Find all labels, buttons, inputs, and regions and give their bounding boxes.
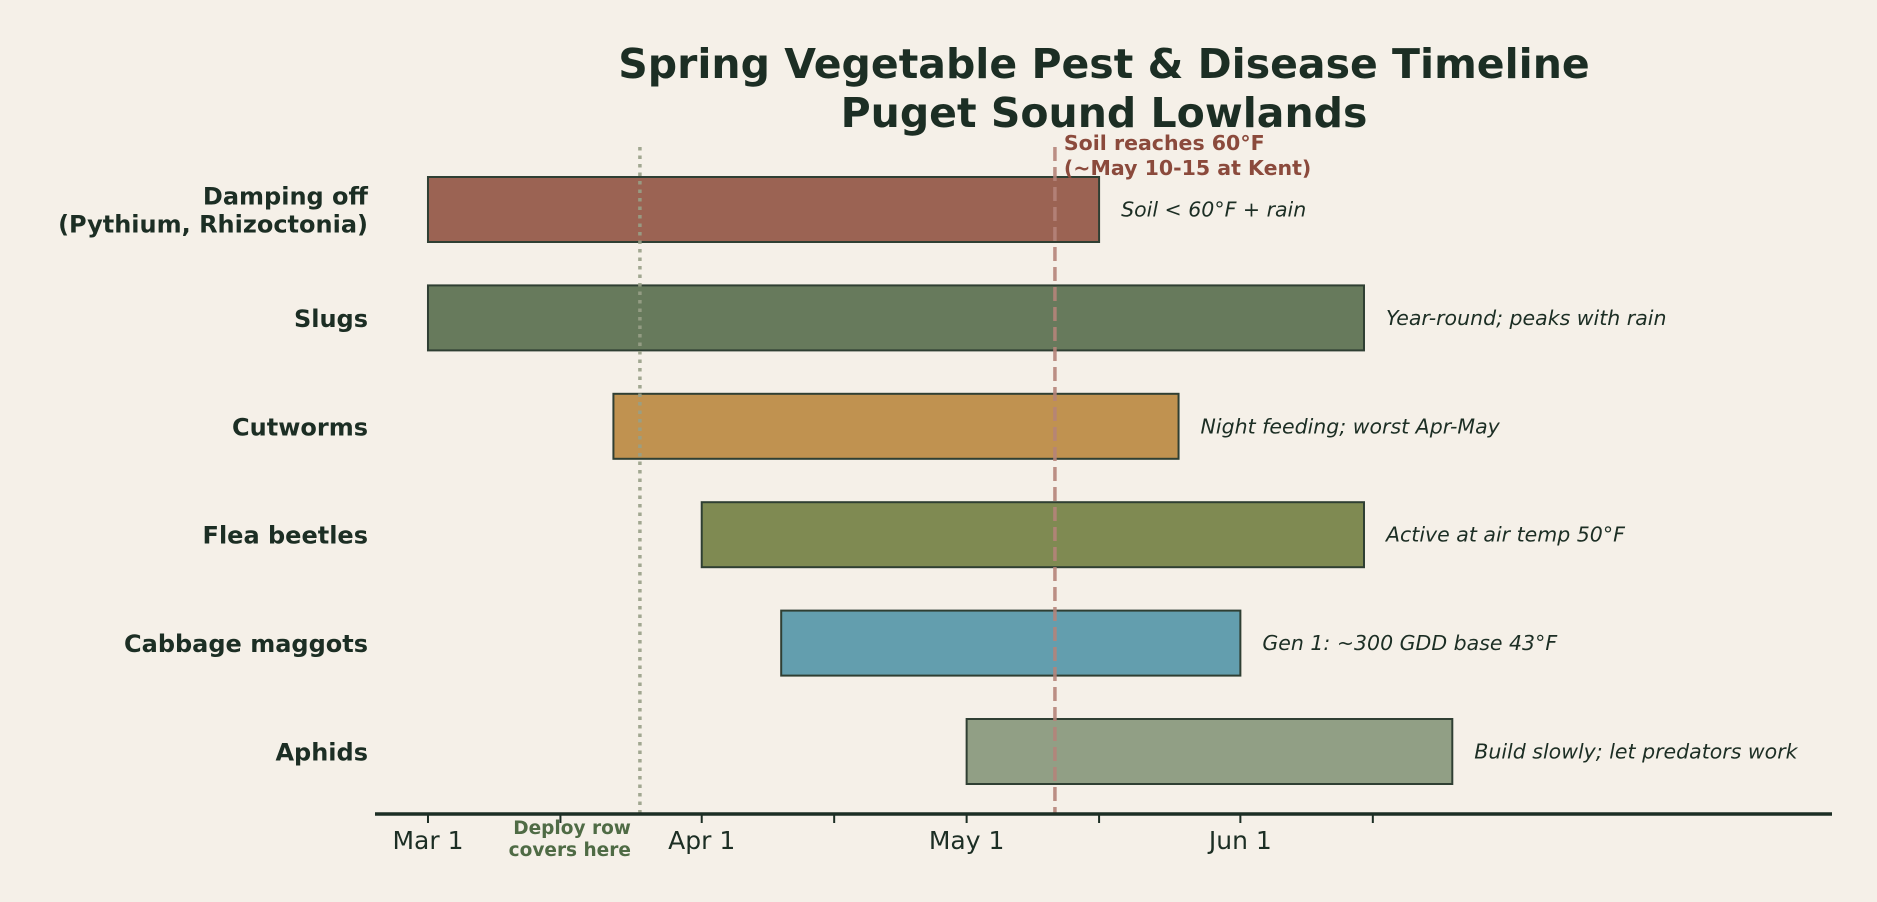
x-tick-label: Mar 1 — [392, 826, 463, 855]
bar-note: Year-round; peaks with rain — [1386, 306, 1666, 330]
bar-note: Gen 1: ~300 GDD base 43°F — [1262, 631, 1558, 655]
bar-2 — [612, 392, 1180, 460]
chart-title-line-2: Puget Sound Lowlands — [841, 89, 1368, 137]
row-label: Slugs — [294, 305, 368, 333]
reference-label: Soil reaches 60°F — [1064, 131, 1265, 155]
bar-note: Night feeding; worst Apr-May — [1201, 414, 1501, 438]
bar-0 — [426, 176, 1101, 243]
x-tick-label: Jun 1 — [1207, 826, 1272, 855]
reference-label: covers here — [509, 840, 631, 861]
bar-note: Active at air temp 50°F — [1384, 523, 1626, 547]
bar-note: Build slowly; let predators work — [1474, 740, 1798, 764]
row-label: Flea beetles — [203, 522, 368, 550]
bar-1 — [426, 284, 1365, 352]
bar-5 — [965, 718, 1454, 785]
row-label: Aphids — [275, 739, 368, 767]
bar-3 — [700, 501, 1365, 569]
reference-label: Deploy row — [513, 818, 631, 839]
reference-label: (~May 10-15 at Kent) — [1064, 156, 1311, 180]
bar-note: Soil < 60°F + rain — [1121, 198, 1306, 222]
x-tick-label: Apr 1 — [668, 826, 735, 855]
row-label: Cabbage maggots — [124, 630, 368, 658]
row-label: (Pythium, Rhizoctonia) — [58, 211, 368, 239]
x-tick-label: May 1 — [929, 826, 1005, 855]
chart-title-line-1: Spring Vegetable Pest & Disease Timeline — [618, 40, 1589, 88]
row-label: Damping off — [203, 183, 369, 211]
row-label: Cutworms — [232, 413, 368, 441]
bar-4 — [780, 609, 1242, 677]
